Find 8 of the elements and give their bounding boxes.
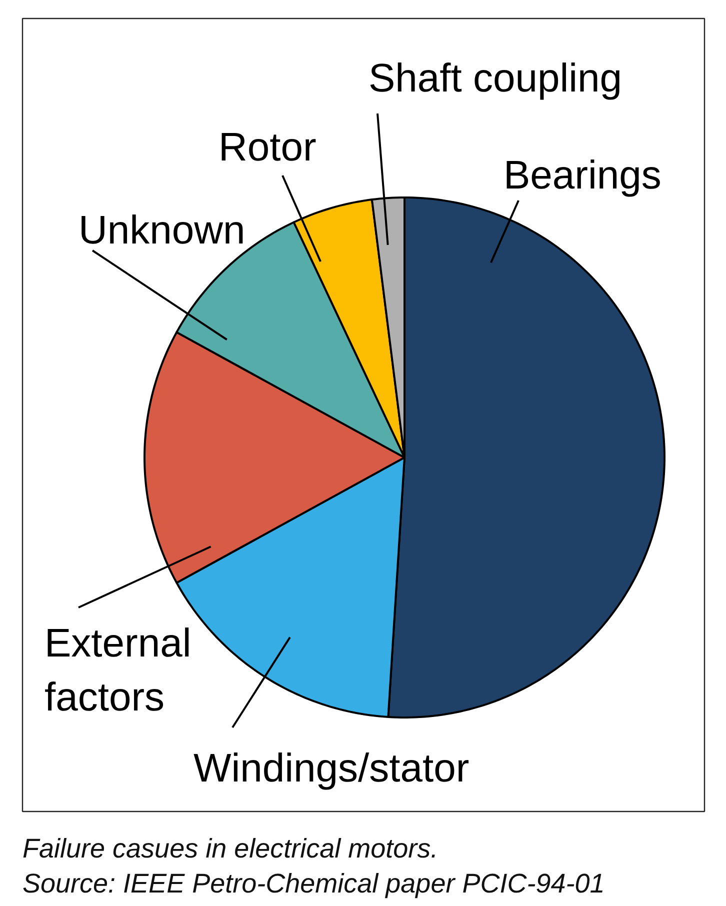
slice-label: Rotor: [218, 126, 316, 170]
source-note: Source: IEEE Petro-Chemical paper PCIC-94-01: [22, 868, 605, 898]
slice-label: External factors: [44, 622, 192, 720]
slice-label: Bearings: [504, 154, 662, 198]
slice-label: Windings/stator: [194, 746, 470, 790]
slice-label: Shaft coupling: [368, 56, 622, 100]
text: Failure casues in electrical motors.: [22, 834, 438, 864]
slice-label: Unknown: [78, 208, 246, 252]
